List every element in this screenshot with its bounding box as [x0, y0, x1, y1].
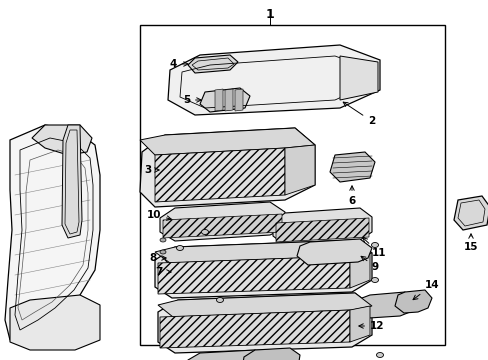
Polygon shape: [224, 89, 232, 111]
Text: 5: 5: [183, 95, 201, 105]
Text: 10: 10: [146, 210, 171, 220]
Polygon shape: [5, 125, 100, 340]
Ellipse shape: [371, 243, 378, 248]
Ellipse shape: [216, 297, 223, 302]
Text: 15: 15: [463, 234, 477, 252]
Polygon shape: [275, 218, 368, 242]
Polygon shape: [160, 202, 285, 241]
Polygon shape: [155, 148, 285, 202]
Bar: [140, 25, 444, 345]
Ellipse shape: [160, 238, 165, 242]
Text: 3: 3: [144, 165, 159, 175]
Polygon shape: [394, 290, 431, 313]
Polygon shape: [163, 214, 282, 238]
Polygon shape: [200, 88, 249, 112]
Text: 8: 8: [149, 253, 166, 263]
Text: 14: 14: [412, 280, 439, 300]
Polygon shape: [349, 306, 369, 342]
Text: 7: 7: [155, 267, 171, 277]
Ellipse shape: [376, 352, 383, 357]
Polygon shape: [160, 310, 349, 348]
Polygon shape: [155, 240, 371, 298]
Polygon shape: [164, 253, 190, 265]
Ellipse shape: [176, 246, 183, 251]
Polygon shape: [189, 255, 207, 266]
Polygon shape: [215, 89, 223, 111]
Polygon shape: [242, 348, 299, 360]
Polygon shape: [158, 256, 349, 294]
Polygon shape: [285, 145, 314, 195]
Polygon shape: [235, 89, 243, 111]
Polygon shape: [140, 128, 314, 155]
Polygon shape: [62, 125, 82, 238]
Ellipse shape: [160, 250, 165, 254]
Polygon shape: [296, 239, 371, 265]
Polygon shape: [168, 45, 379, 115]
Polygon shape: [158, 293, 371, 317]
Polygon shape: [155, 240, 371, 263]
Polygon shape: [349, 253, 369, 288]
Polygon shape: [453, 196, 488, 230]
Ellipse shape: [201, 230, 208, 234]
Polygon shape: [10, 295, 100, 350]
Text: 4: 4: [169, 59, 188, 69]
Polygon shape: [187, 55, 238, 73]
Polygon shape: [272, 208, 371, 245]
Polygon shape: [339, 56, 377, 100]
Ellipse shape: [371, 278, 378, 283]
Text: 13: 13: [0, 359, 1, 360]
Text: 1: 1: [265, 8, 274, 21]
Polygon shape: [359, 292, 413, 318]
Polygon shape: [32, 125, 92, 155]
Polygon shape: [158, 293, 371, 353]
Polygon shape: [329, 152, 374, 182]
Text: 2: 2: [343, 102, 374, 126]
Text: 6: 6: [347, 186, 355, 206]
Text: 12: 12: [358, 321, 384, 331]
Text: 11: 11: [362, 238, 386, 258]
Polygon shape: [185, 350, 267, 360]
Polygon shape: [140, 128, 314, 207]
Text: 9: 9: [360, 256, 378, 272]
